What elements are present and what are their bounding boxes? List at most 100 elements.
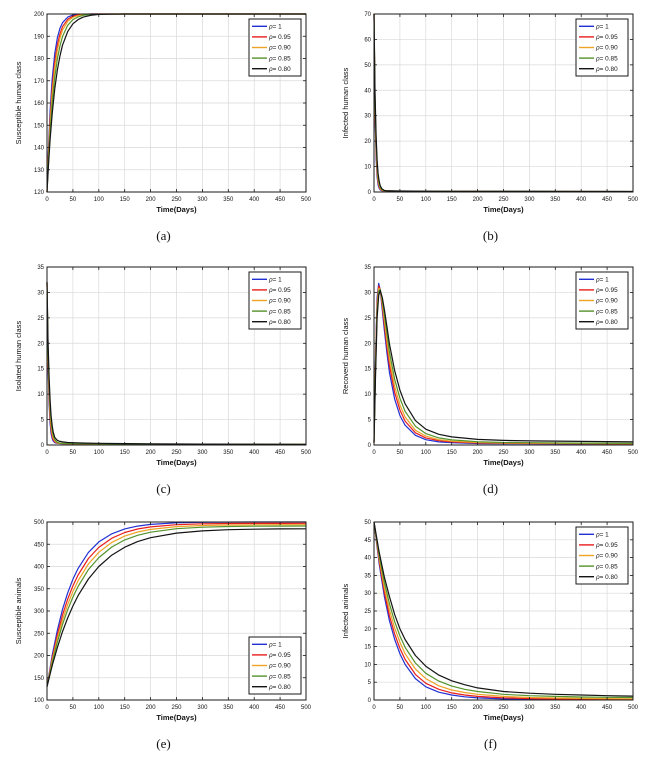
svg-text:50: 50	[396, 197, 403, 203]
svg-text:ρ= 1: ρ= 1	[268, 24, 282, 31]
svg-text:200: 200	[472, 197, 483, 203]
svg-text:70: 70	[364, 12, 371, 18]
svg-text:35: 35	[364, 573, 371, 579]
svg-text:Time(Days): Time(Days)	[156, 458, 197, 467]
svg-text:ρ= 0.95: ρ= 0.95	[268, 34, 291, 41]
svg-text:450: 450	[275, 705, 286, 711]
svg-text:35: 35	[364, 265, 371, 271]
svg-text:Time(Days): Time(Days)	[156, 713, 197, 722]
svg-text:150: 150	[33, 123, 44, 129]
svg-text:50: 50	[396, 450, 403, 456]
svg-text:0: 0	[367, 698, 371, 704]
svg-text:450: 450	[33, 542, 44, 548]
svg-text:ρ= 0.80: ρ= 0.80	[268, 684, 291, 691]
panel-e: 0 50 100 150 200 250 300 350 400 450 500 100 150 200 2…	[0, 510, 327, 765]
chart-infected-animals: 0 50 100 150 200 250 300 350 400 450 500 0 5 10 15 20 25…	[341, 520, 639, 722]
svg-text:350: 350	[223, 450, 234, 456]
svg-text:0: 0	[40, 443, 44, 449]
svg-text:400: 400	[576, 197, 587, 203]
svg-text:450: 450	[275, 450, 286, 456]
svg-text:200: 200	[33, 654, 44, 660]
svg-text:350: 350	[33, 587, 44, 593]
svg-text:250: 250	[33, 631, 44, 637]
svg-text:300: 300	[197, 450, 208, 456]
svg-text:0: 0	[45, 705, 49, 711]
svg-text:15: 15	[37, 367, 44, 373]
svg-text:400: 400	[576, 450, 587, 456]
svg-text:50: 50	[364, 520, 371, 526]
svg-text:200: 200	[145, 450, 156, 456]
svg-text:350: 350	[223, 705, 234, 711]
svg-text:100: 100	[93, 450, 104, 456]
svg-text:ρ= 0.95: ρ= 0.95	[595, 287, 618, 294]
svg-text:0: 0	[45, 450, 49, 456]
svg-text:30: 30	[364, 114, 371, 120]
svg-text:Susceptible human class: Susceptible human class	[14, 61, 23, 144]
svg-text:ρ= 1: ρ= 1	[595, 24, 609, 31]
caption-c: (c)	[156, 481, 171, 496]
svg-text:Time(Days): Time(Days)	[483, 205, 524, 214]
svg-text:400: 400	[249, 450, 260, 456]
svg-text:45: 45	[364, 538, 371, 544]
svg-text:300: 300	[524, 450, 535, 456]
svg-text:500: 500	[627, 705, 638, 711]
svg-text:0: 0	[367, 443, 371, 449]
svg-text:ρ= 0.80: ρ= 0.80	[595, 66, 618, 73]
svg-text:10: 10	[364, 662, 371, 668]
svg-text:5: 5	[367, 680, 371, 686]
svg-text:ρ= 0.80: ρ= 0.80	[595, 319, 618, 326]
svg-text:500: 500	[300, 450, 311, 456]
svg-text:Isolated human class: Isolated human class	[14, 321, 23, 392]
svg-text:0: 0	[372, 705, 376, 711]
svg-text:160: 160	[33, 101, 44, 107]
svg-text:Infected human class: Infected human class	[341, 67, 350, 138]
svg-text:400: 400	[576, 705, 587, 711]
svg-text:250: 250	[498, 705, 509, 711]
svg-text:500: 500	[627, 197, 638, 203]
svg-text:20: 20	[364, 341, 371, 347]
svg-text:150: 150	[446, 450, 457, 456]
svg-text:ρ= 0.85: ρ= 0.85	[595, 563, 618, 570]
svg-text:130: 130	[33, 168, 44, 174]
svg-text:150: 150	[119, 197, 130, 203]
svg-text:150: 150	[446, 197, 457, 203]
caption-f: (f)	[484, 736, 497, 751]
svg-text:10: 10	[364, 392, 371, 398]
svg-text:ρ= 0.80: ρ= 0.80	[268, 66, 291, 73]
svg-text:300: 300	[33, 609, 44, 615]
svg-text:ρ= 0.90: ρ= 0.90	[268, 663, 291, 670]
svg-text:450: 450	[275, 197, 286, 203]
svg-text:100: 100	[93, 197, 104, 203]
svg-text:300: 300	[197, 197, 208, 203]
svg-text:200: 200	[472, 705, 483, 711]
svg-text:40: 40	[364, 88, 371, 94]
svg-text:350: 350	[550, 197, 561, 203]
caption-a: (a)	[156, 228, 171, 243]
svg-text:200: 200	[33, 12, 44, 18]
svg-text:40: 40	[364, 556, 371, 562]
svg-text:20: 20	[364, 139, 371, 145]
svg-text:25: 25	[37, 316, 44, 322]
svg-text:500: 500	[33, 520, 44, 526]
svg-text:ρ= 0.90: ρ= 0.90	[595, 553, 618, 560]
svg-text:ρ= 0.85: ρ= 0.85	[268, 308, 291, 315]
svg-text:500: 500	[627, 450, 638, 456]
svg-text:180: 180	[33, 57, 44, 63]
svg-text:ρ= 0.85: ρ= 0.85	[268, 673, 291, 680]
svg-text:ρ= 0.95: ρ= 0.95	[595, 34, 618, 41]
svg-text:100: 100	[420, 705, 431, 711]
svg-text:100: 100	[420, 450, 431, 456]
svg-text:300: 300	[197, 705, 208, 711]
chart-infected-human: 0 50 100 150 200 250 300 350 400 450 500 0 10 20 30 40 5…	[341, 12, 639, 214]
caption-b: (b)	[482, 228, 499, 243]
svg-text:500: 500	[300, 705, 311, 711]
svg-text:250: 250	[498, 450, 509, 456]
svg-text:ρ= 0.85: ρ= 0.85	[268, 55, 291, 62]
svg-text:ρ= 0.90: ρ= 0.90	[268, 45, 291, 52]
svg-text:15: 15	[364, 645, 371, 651]
chart-susceptible-human: 0 50 100 150 200 250 300 350 400 450 500 120 130 140 1…	[14, 12, 312, 214]
svg-text:300: 300	[524, 705, 535, 711]
svg-text:150: 150	[119, 705, 130, 711]
svg-text:400: 400	[249, 705, 260, 711]
svg-text:50: 50	[396, 705, 403, 711]
